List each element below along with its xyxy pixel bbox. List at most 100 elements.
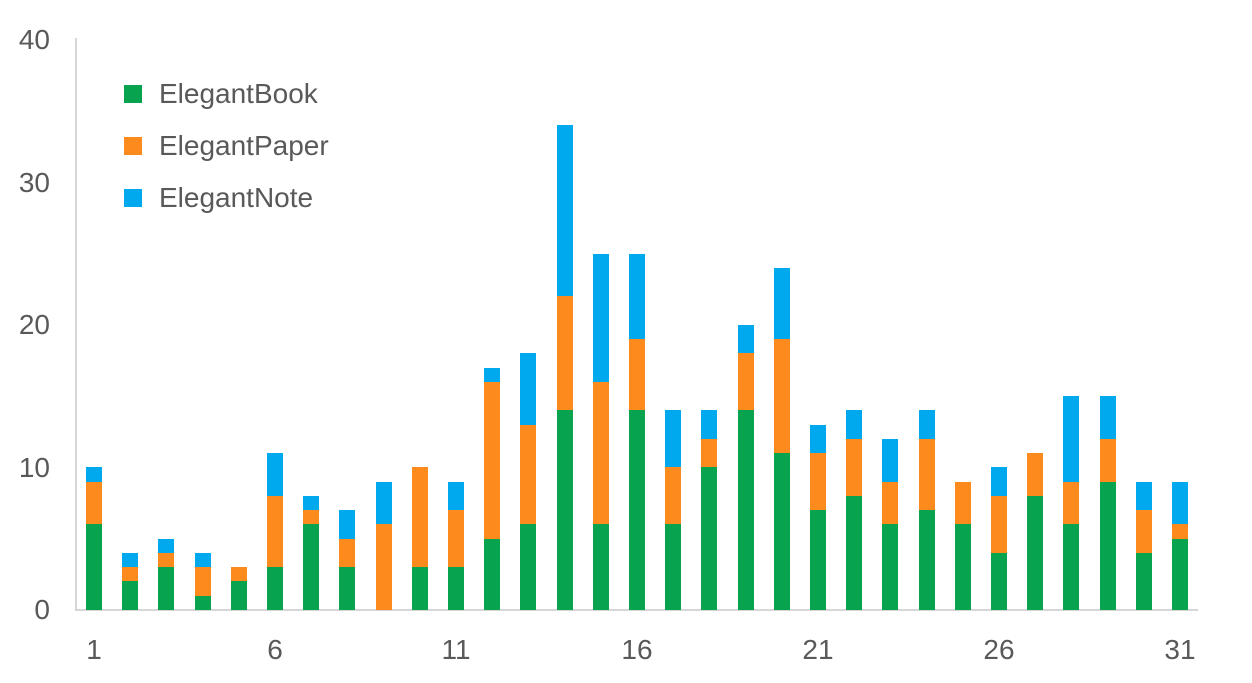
- bar-segment-elegantnote-day-13: [520, 353, 536, 425]
- bar-segment-elegantpaper-day-6: [267, 496, 283, 567]
- y-axis-line: [75, 38, 77, 611]
- y-axis-tick-label: 0: [34, 594, 50, 625]
- bar-segment-elegantbook-day-21: [810, 510, 826, 610]
- legend-item-elegantpaper: ElegantPaper: [124, 120, 329, 172]
- bar-segment-elegantbook-day-17: [665, 524, 681, 610]
- bar-segment-elegantbook-day-3: [158, 567, 174, 610]
- legend-item-elegantbook: ElegantBook: [124, 68, 329, 120]
- bar-segment-elegantpaper-day-29: [1100, 439, 1116, 482]
- bar-segment-elegantpaper-day-16: [629, 339, 645, 410]
- bar-segment-elegantbook-day-28: [1063, 524, 1079, 610]
- bar-segment-elegantnote-day-22: [846, 410, 862, 439]
- bar-segment-elegantpaper-day-3: [158, 553, 174, 567]
- bar-segment-elegantbook-day-16: [629, 410, 645, 610]
- bar-segment-elegantpaper-day-28: [1063, 482, 1079, 524]
- y-axis-tick-label: 10: [18, 452, 50, 483]
- bar-segment-elegantbook-day-5: [231, 581, 247, 610]
- bar-segment-elegantbook-day-4: [195, 596, 211, 610]
- x-axis-tick-label: 26: [983, 634, 1015, 665]
- bar-segment-elegantbook-day-20: [774, 453, 790, 610]
- bar-segment-elegantnote-day-18: [701, 410, 717, 439]
- bar-segment-elegantpaper-day-23: [882, 482, 898, 524]
- bar-segment-elegantpaper-day-13: [520, 425, 536, 524]
- bar-segment-elegantbook-day-11: [448, 567, 464, 610]
- legend-label-elegantpaper: ElegantPaper: [159, 130, 329, 161]
- bar-segment-elegantnote-day-15: [593, 254, 609, 382]
- x-axis-tick-label: 1: [86, 634, 102, 665]
- bar-segment-elegantbook-day-26: [991, 553, 1007, 610]
- bar-segment-elegantbook-day-7: [303, 524, 319, 610]
- bar-segment-elegantnote-day-28: [1063, 396, 1079, 482]
- x-axis-tick-label: 6: [267, 634, 283, 665]
- bar-segment-elegantbook-day-6: [267, 567, 283, 610]
- bar-segment-elegantpaper-day-26: [991, 496, 1007, 553]
- bar-segment-elegantnote-day-19: [738, 325, 754, 353]
- bar-segment-elegantnote-day-26: [991, 467, 1007, 496]
- bar-segment-elegantbook-day-29: [1100, 482, 1116, 610]
- bar-segment-elegantbook-day-23: [882, 524, 898, 610]
- bar-segment-elegantnote-day-23: [882, 439, 898, 482]
- bar-segment-elegantnote-day-24: [919, 410, 935, 439]
- bar-segment-elegantpaper-day-4: [195, 567, 211, 596]
- legend-swatch-elegantbook: [124, 85, 142, 103]
- bar-segment-elegantpaper-day-11: [448, 510, 464, 567]
- legend-swatch-elegantnote: [124, 189, 142, 207]
- bar-segment-elegantpaper-day-27: [1027, 453, 1043, 496]
- bar-segment-elegantnote-day-16: [629, 254, 645, 339]
- bar-segment-elegantpaper-day-19: [738, 353, 754, 410]
- bar-segment-elegantpaper-day-21: [810, 453, 826, 510]
- bar-segment-elegantpaper-day-17: [665, 467, 681, 524]
- legend-swatch-elegantpaper: [124, 137, 142, 155]
- bar-segment-elegantnote-day-30: [1136, 482, 1152, 510]
- bar-segment-elegantpaper-day-24: [919, 439, 935, 510]
- bar-segment-elegantnote-day-8: [339, 510, 355, 539]
- bar-segment-elegantbook-day-15: [593, 524, 609, 610]
- bar-segment-elegantnote-day-21: [810, 425, 826, 453]
- bar-segment-elegantnote-day-12: [484, 368, 500, 382]
- bar-segment-elegantbook-day-2: [122, 581, 138, 610]
- bar-segment-elegantbook-day-25: [955, 524, 971, 610]
- bar-segment-elegantpaper-day-2: [122, 567, 138, 581]
- bar-segment-elegantpaper-day-9: [376, 524, 392, 610]
- bar-segment-elegantnote-day-31: [1172, 482, 1188, 524]
- bar-segment-elegantpaper-day-20: [774, 339, 790, 453]
- x-axis-tick-label: 31: [1164, 634, 1196, 665]
- legend-item-elegantnote: ElegantNote: [124, 172, 329, 224]
- bar-segment-elegantbook-day-13: [520, 524, 536, 610]
- x-axis-tick-label: 16: [621, 634, 653, 665]
- legend-label-elegantnote: ElegantNote: [159, 182, 314, 213]
- y-axis-tick-label: 40: [18, 24, 50, 55]
- bar-segment-elegantpaper-day-15: [593, 382, 609, 524]
- bar-segment-elegantbook-day-24: [919, 510, 935, 610]
- bar-segment-elegantnote-day-1: [86, 467, 102, 482]
- bar-segment-elegantpaper-day-18: [701, 439, 717, 467]
- bar-segment-elegantnote-day-29: [1100, 396, 1116, 439]
- bar-segment-elegantnote-day-9: [376, 482, 392, 524]
- bar-segment-elegantpaper-day-8: [339, 539, 355, 567]
- y-axis-tick-label: 30: [18, 167, 50, 198]
- bar-segment-elegantbook-day-10: [412, 567, 428, 610]
- bar-segment-elegantpaper-day-7: [303, 510, 319, 524]
- x-axis-tick-label: 11: [441, 634, 471, 665]
- bar-segment-elegantbook-day-22: [846, 496, 862, 610]
- x-axis-tick-label: 21: [802, 634, 834, 665]
- bar-segment-elegantpaper-day-12: [484, 382, 500, 539]
- legend-label-elegantbook: ElegantBook: [159, 78, 318, 109]
- bar-segment-elegantpaper-day-1: [86, 482, 102, 524]
- bar-segment-elegantnote-day-4: [195, 553, 211, 567]
- bar-segment-elegantpaper-day-14: [557, 296, 573, 410]
- bar-segment-elegantpaper-day-25: [955, 482, 971, 524]
- bar-segment-elegantbook-day-1: [86, 524, 102, 610]
- bar-segment-elegantnote-day-14: [557, 125, 573, 296]
- bar-segment-elegantpaper-day-5: [231, 567, 247, 581]
- bar-segment-elegantbook-day-8: [339, 567, 355, 610]
- chart-legend: ElegantBook ElegantPaper ElegantNote: [124, 68, 329, 224]
- bar-segment-elegantpaper-day-10: [412, 467, 428, 567]
- bar-segment-elegantpaper-day-22: [846, 439, 862, 496]
- bar-segment-elegantbook-day-19: [738, 410, 754, 610]
- bar-segment-elegantbook-day-30: [1136, 553, 1152, 610]
- bar-segment-elegantnote-day-11: [448, 482, 464, 510]
- bar-segment-elegantbook-day-18: [701, 467, 717, 610]
- bar-segment-elegantbook-day-27: [1027, 496, 1043, 610]
